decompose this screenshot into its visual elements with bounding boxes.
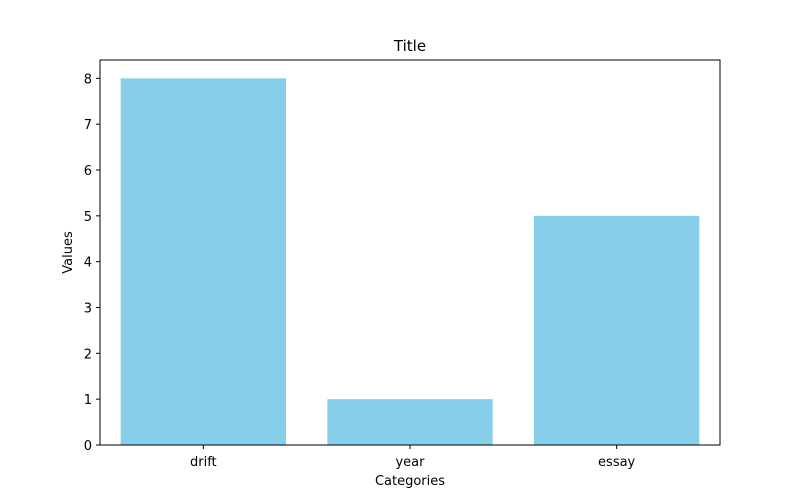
y-tick-label: 8 [84,72,92,87]
y-axis-title: Values [61,231,76,274]
bar-drift [120,78,287,445]
bar-year [327,399,493,445]
y-tick-label: 2 [84,347,92,362]
y-axis: 0 1 2 3 4 5 6 7 8 [84,72,100,454]
y-tick-label: 6 [84,164,92,179]
x-tick-label: drift [190,455,217,470]
y-tick-label: 1 [84,393,92,408]
y-tick-label: 4 [84,256,92,271]
x-axis: drift year essay [190,445,636,470]
x-tick-label: year [395,455,425,470]
bar-essay [534,215,700,445]
x-axis-title: Categories [375,474,445,489]
y-tick-label: 7 [84,118,92,133]
plot-frame [99,59,721,446]
bars-group [120,78,700,445]
x-tick-label: essay [598,455,636,470]
y-tick-label: 0 [84,439,92,454]
chart-title: Title [393,37,426,55]
y-tick-label: 5 [84,210,92,225]
y-tick-label: 3 [84,302,92,317]
